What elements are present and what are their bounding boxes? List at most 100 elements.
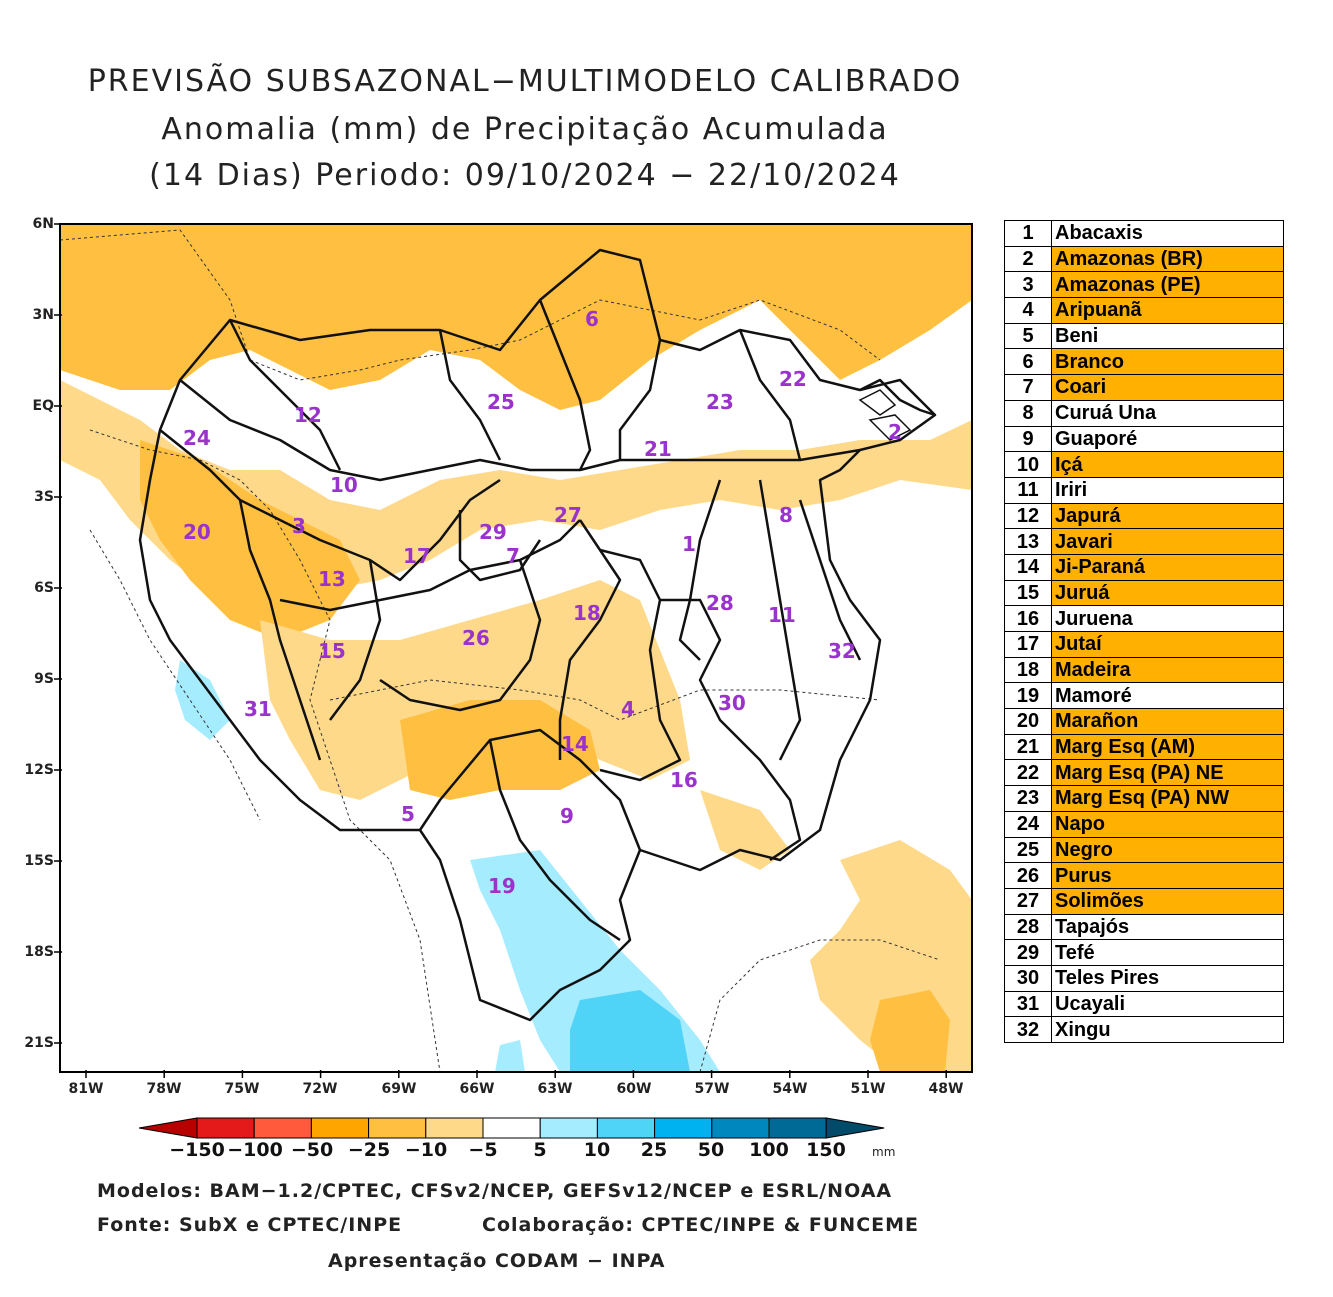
legend-basin-number: 5	[1004, 322, 1052, 350]
legend-row: 26 Purus	[1004, 862, 1284, 889]
basin-label: 1	[682, 532, 696, 556]
legend-row: 15 Juruá	[1004, 579, 1284, 607]
legend-row: 9 Guaporé	[1004, 425, 1284, 453]
colorbar-cell-min	[138, 1117, 198, 1139]
basin-label: 19	[488, 874, 516, 898]
legend-row: 32 Xingu	[1004, 1016, 1284, 1043]
legend-row: 24 Napo	[1004, 810, 1284, 838]
basin-label: 24	[183, 426, 211, 450]
legend-basin-name: Amazonas (PE)	[1051, 271, 1284, 299]
colorbar-cell	[368, 1117, 427, 1139]
legend-row: 13 Javari	[1004, 528, 1284, 555]
basin-label: 16	[670, 768, 698, 792]
anomaly-field-south-wet-strong	[570, 990, 690, 1072]
legend-basin-name: Marañon	[1051, 708, 1284, 735]
title-line-1: PREVISÃO SUBSAZONAL−MULTIMODELO CALIBRAD…	[87, 64, 963, 99]
legend-row: 17 Jutaí	[1004, 631, 1284, 658]
legend-row: 3 Amazonas (PE)	[1004, 271, 1284, 299]
lat-tick: 15S	[24, 853, 54, 869]
legend-basin-number: 14	[1004, 553, 1052, 581]
lat-tick: 18S	[24, 944, 54, 960]
colorbar-cell	[711, 1117, 770, 1139]
legend-row: 7 Coari	[1004, 374, 1284, 401]
colorbar-cell	[539, 1117, 598, 1139]
lon-tick: 63W	[537, 1081, 573, 1097]
legend-basin-name: Aripuanã	[1051, 297, 1284, 324]
legend-basin-name: Javari	[1051, 528, 1284, 555]
footer-collab: Colaboração: CPTEC/INPE & FUNCEME	[482, 1214, 920, 1236]
legend-basin-number: 17	[1004, 631, 1052, 658]
legend-row: 19 Mamoré	[1004, 682, 1284, 710]
basin-label: 32	[828, 639, 856, 663]
legend-row: 12 Japurá	[1004, 502, 1284, 530]
legend-basin-number: 26	[1004, 862, 1052, 889]
colorbar-label: 100	[749, 1139, 789, 1161]
legend-row: 16 Juruena	[1004, 605, 1284, 632]
legend-basin-name: Juruena	[1051, 605, 1284, 632]
country-borders	[60, 229, 941, 1072]
legend-basin-number: 2	[1004, 245, 1052, 273]
legend-row: 18 Madeira	[1004, 656, 1284, 684]
colorbar-cell	[482, 1117, 541, 1139]
colorbar-label: −10	[404, 1139, 448, 1161]
legend-basin-name: Guaporé	[1051, 425, 1284, 453]
legend-row: 22 Marg Esq (PA) NE	[1004, 759, 1284, 787]
basin-legend-table: 1 Abacaxis 2 Amazonas (BR) 3 Amazonas (PE) 4 Ar…	[1004, 220, 1284, 1043]
lon-tick: 66W	[459, 1081, 495, 1097]
basin-label: 10	[330, 473, 358, 497]
legend-basin-number: 16	[1004, 605, 1052, 632]
basin-label: 15	[318, 639, 346, 663]
basin-label: 6	[585, 307, 599, 331]
legend-basin-name: Xingu	[1051, 1016, 1284, 1043]
legend-basin-name: Iriri	[1051, 476, 1284, 504]
legend-basin-name: Içá	[1051, 451, 1284, 478]
anomaly-field-west-wet	[175, 660, 230, 740]
legend-basin-name: Tefé	[1051, 939, 1284, 966]
colorbar-label: 5	[533, 1139, 547, 1161]
legend-basin-number: 21	[1004, 733, 1052, 761]
legend-basin-number: 11	[1004, 476, 1052, 504]
anomaly-field-west-orange	[140, 440, 360, 640]
basin-label: 30	[718, 691, 746, 715]
lon-tick: 81W	[68, 1081, 104, 1097]
footer-presentation: Apresentação CODAM − INPA	[328, 1250, 666, 1272]
basin-label: 8	[779, 503, 793, 527]
legend-basin-number: 28	[1004, 913, 1052, 941]
legend-basin-number: 19	[1004, 682, 1052, 710]
legend-basin-number: 20	[1004, 708, 1052, 735]
legend-basin-name: Branco	[1051, 348, 1284, 376]
legend-basin-number: 8	[1004, 399, 1052, 427]
colorbar-cell	[425, 1117, 484, 1139]
lon-tick: 51W	[850, 1081, 886, 1097]
legend-basin-number: 3	[1004, 271, 1052, 299]
legend-basin-number: 32	[1004, 1016, 1052, 1043]
legend-basin-number: 12	[1004, 502, 1052, 530]
colorbar-cell	[253, 1117, 312, 1139]
legend-basin-number: 29	[1004, 939, 1052, 966]
legend-basin-number: 1	[1004, 220, 1052, 247]
legend-basin-name: Ucayali	[1051, 990, 1284, 1018]
legend-basin-number: 31	[1004, 990, 1052, 1018]
basin-label: 9	[560, 804, 574, 828]
legend-basin-number: 25	[1004, 836, 1052, 864]
basin-label: 29	[479, 520, 507, 544]
legend-basin-name: Purus	[1051, 862, 1284, 889]
lat-tick: 21S	[24, 1035, 54, 1051]
basin-label: 18	[573, 601, 601, 625]
colorbar-cell	[654, 1117, 713, 1139]
legend-basin-number: 7	[1004, 374, 1052, 401]
legend-row: 2 Amazonas (BR)	[1004, 245, 1284, 273]
legend-row: 21 Marg Esq (AM)	[1004, 733, 1284, 761]
legend-basin-name: Madeira	[1051, 656, 1284, 684]
colorbar-label: −100	[227, 1139, 283, 1161]
colorbar-label: 50	[697, 1139, 725, 1161]
anomaly-field-southeast-light	[700, 790, 790, 870]
legend-basin-name: Negro	[1051, 836, 1284, 864]
colorbar-cell	[196, 1117, 255, 1139]
basin-label: 12	[294, 403, 322, 427]
basin-label: 25	[487, 390, 515, 414]
legend-row: 23 Marg Esq (PA) NW	[1004, 785, 1284, 812]
colorbar-label: −5	[468, 1139, 498, 1161]
colorbar-cell	[596, 1117, 656, 1139]
legend-basin-name: Juruá	[1051, 579, 1284, 607]
